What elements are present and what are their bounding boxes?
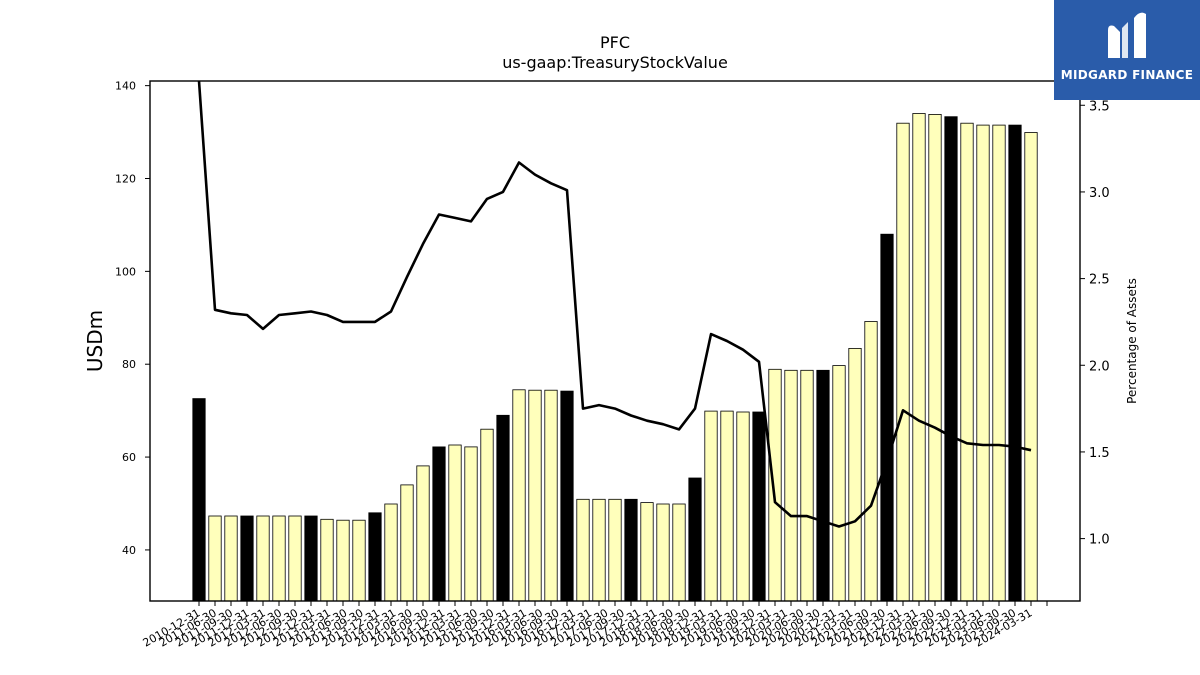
bar-4 xyxy=(256,515,270,602)
bar-21 xyxy=(528,389,542,602)
bar-6 xyxy=(288,515,302,602)
bar-11 xyxy=(368,512,382,602)
bar-49 xyxy=(976,124,990,602)
bar-48 xyxy=(960,122,974,602)
bar-10 xyxy=(352,519,366,602)
bar-16 xyxy=(448,444,462,602)
bar-41 xyxy=(848,347,862,602)
bar-1 xyxy=(208,515,222,602)
bar-38 xyxy=(800,369,814,602)
chart-subtitle: us-gaap:TreasuryStockValue xyxy=(502,53,728,72)
bar-27 xyxy=(624,498,638,602)
percentage-line xyxy=(197,80,1032,528)
bar-5 xyxy=(272,515,286,602)
bar-19 xyxy=(496,414,510,602)
y2-tick-label: 2.0 xyxy=(1089,359,1110,374)
y-axis-label: USDm xyxy=(83,310,107,372)
brand-logo: MIDGARD FINANCE xyxy=(1054,0,1200,100)
bar-33 xyxy=(720,410,734,602)
bar-50 xyxy=(992,124,1006,602)
bar-30 xyxy=(672,503,686,602)
y2-tick-label: 3.5 xyxy=(1089,99,1110,114)
bar-44 xyxy=(896,122,910,602)
y-tick-label: 120 xyxy=(115,173,136,186)
bar-3 xyxy=(240,515,254,602)
bar-17 xyxy=(464,446,478,602)
y-tick-label: 100 xyxy=(115,265,136,278)
y2-tick-label: 1.5 xyxy=(1089,446,1110,461)
bar-12 xyxy=(384,503,398,602)
bar-43 xyxy=(880,233,894,602)
bar-23 xyxy=(560,390,574,602)
bar-39 xyxy=(816,369,830,602)
bar-42 xyxy=(864,321,878,602)
bar-36 xyxy=(768,368,782,602)
bar-9 xyxy=(336,519,350,602)
bar-2 xyxy=(224,515,238,602)
bar-45 xyxy=(912,113,926,602)
bars-group xyxy=(192,113,1038,602)
chart-title: PFC xyxy=(600,33,630,52)
bar-8 xyxy=(320,518,334,602)
bar-26 xyxy=(608,498,622,602)
y-tick-label: 60 xyxy=(122,451,136,464)
bar-25 xyxy=(592,498,606,602)
logo-mark-icon xyxy=(1108,12,1146,59)
y-tick-label: 140 xyxy=(115,80,136,93)
bar-37 xyxy=(784,369,798,602)
y2-tick-label: 3.0 xyxy=(1089,186,1110,201)
bar-34 xyxy=(736,411,750,602)
bar-29 xyxy=(656,503,670,602)
left-axis-ticks: 40 60 80 100 120 140 xyxy=(115,80,150,557)
bar-14 xyxy=(416,465,430,602)
bar-0 xyxy=(192,398,206,602)
bar-24 xyxy=(576,498,590,602)
bar-52 xyxy=(1024,132,1038,602)
y-tick-label: 80 xyxy=(122,358,136,371)
right-axis-ticks: 1.0 1.5 2.0 2.5 3.0 3.5 xyxy=(1080,99,1110,548)
y2-axis-label: Percentage of Assets xyxy=(1125,278,1139,404)
logo-text: MIDGARD FINANCE xyxy=(1060,68,1194,82)
y2-tick-label: 2.5 xyxy=(1089,273,1110,288)
y2-tick-label: 1.0 xyxy=(1089,533,1110,548)
bar-35 xyxy=(752,411,766,602)
bar-28 xyxy=(640,502,654,602)
bar-32 xyxy=(704,410,718,602)
bar-20 xyxy=(512,389,526,602)
bar-47 xyxy=(944,116,958,602)
bar-40 xyxy=(832,365,846,602)
bar-13 xyxy=(400,484,414,602)
bar-31 xyxy=(688,477,702,602)
bar-15 xyxy=(432,446,446,602)
bar-22 xyxy=(544,389,558,602)
bar-51 xyxy=(1008,124,1022,602)
x-axis-ticks: 2010-12-312011-06-302011-09-302011-12-31… xyxy=(141,601,1048,650)
y-tick-label: 40 xyxy=(122,544,136,557)
bar-18 xyxy=(480,428,494,602)
bar-46 xyxy=(928,114,942,602)
bar-7 xyxy=(304,515,318,602)
